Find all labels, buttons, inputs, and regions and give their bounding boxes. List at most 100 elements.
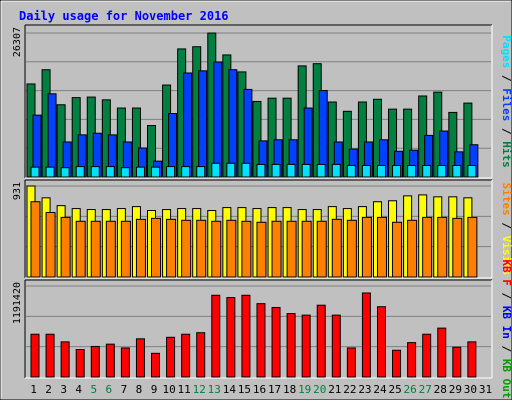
x-tick-label: 1 bbox=[30, 383, 37, 396]
bar-pages bbox=[452, 165, 462, 178]
bar-sites bbox=[452, 217, 463, 278]
bar-kb-f bbox=[211, 294, 221, 378]
bar-files bbox=[47, 93, 57, 178]
bar-kb-f bbox=[241, 294, 251, 378]
x-tick-label: 24 bbox=[373, 383, 387, 396]
x-tick-label: 21 bbox=[328, 383, 341, 396]
bar-pages bbox=[241, 162, 251, 178]
bar-sites bbox=[422, 216, 433, 278]
side-label-part: / bbox=[500, 68, 512, 88]
side-label: Sites / Visits bbox=[500, 183, 512, 276]
bar-sites bbox=[75, 220, 86, 278]
y-max-label: 1191420 bbox=[12, 282, 23, 324]
x-tick-label: 23 bbox=[358, 383, 371, 396]
x-tick-label: 19 bbox=[298, 383, 311, 396]
side-label-part: / bbox=[500, 121, 512, 141]
bar-sites bbox=[181, 219, 192, 278]
bar-pages bbox=[467, 165, 477, 178]
x-tick-label: 7 bbox=[121, 383, 128, 396]
bar-pages bbox=[422, 165, 432, 178]
side-label-part: Visits bbox=[500, 236, 512, 276]
x-tick-label: 14 bbox=[223, 383, 237, 396]
bar-pages bbox=[316, 163, 326, 178]
side-label: Pages / Files / Hits bbox=[500, 35, 512, 168]
bar-files bbox=[198, 70, 208, 178]
x-tick-label: 26 bbox=[404, 383, 417, 396]
side-label-part: Files bbox=[500, 88, 512, 121]
x-tick-label: 17 bbox=[268, 383, 281, 396]
panel-visits-sites: 931 Sites / Visits bbox=[12, 179, 512, 279]
bar-sites bbox=[211, 220, 222, 278]
bar-pages bbox=[392, 165, 402, 178]
y-max-label: 26307 bbox=[12, 27, 23, 57]
bar-kb-f bbox=[422, 333, 432, 378]
bar-files bbox=[213, 61, 223, 178]
bar-pages bbox=[286, 163, 296, 178]
x-tick-label: 6 bbox=[106, 383, 113, 396]
bar-pages bbox=[105, 166, 115, 178]
bar-sites bbox=[241, 220, 252, 278]
x-tick-label: 9 bbox=[151, 383, 158, 396]
x-tick-label: 3 bbox=[60, 383, 67, 396]
bar-sites bbox=[361, 216, 372, 278]
bar-pages bbox=[256, 163, 266, 178]
bar-kb-f bbox=[151, 352, 161, 378]
bar-pages bbox=[301, 163, 311, 178]
bar-sites bbox=[226, 219, 237, 278]
bar-kb-f bbox=[120, 347, 130, 378]
bar-kb-f bbox=[181, 333, 191, 378]
side-label: KB F / KB In / KB Out bbox=[500, 259, 512, 398]
bar-sites bbox=[30, 201, 41, 278]
bar-sites bbox=[90, 220, 101, 278]
bar-pages bbox=[331, 163, 341, 178]
bar-pages bbox=[181, 166, 191, 178]
x-tick-label: 8 bbox=[136, 383, 143, 396]
bar-sites bbox=[467, 216, 478, 278]
bar-pages bbox=[60, 167, 70, 178]
bar-kb-f bbox=[271, 306, 281, 378]
bar-kb-f bbox=[407, 342, 417, 378]
x-tick-label: 12 bbox=[193, 383, 206, 396]
x-tick-label: 31 bbox=[479, 383, 492, 396]
x-tick-label: 18 bbox=[283, 383, 296, 396]
bar-sites bbox=[392, 221, 403, 278]
bar-sites bbox=[105, 220, 116, 278]
bar-pages bbox=[407, 165, 417, 178]
bar-sites bbox=[301, 220, 312, 278]
bar-kb-f bbox=[286, 313, 296, 378]
side-label-part: Pages bbox=[500, 35, 512, 68]
x-tick-label: 30 bbox=[464, 383, 477, 396]
bar-kb-f bbox=[392, 349, 402, 378]
bar-sites bbox=[120, 220, 131, 278]
x-tick-label: 16 bbox=[253, 383, 266, 396]
bar-pages bbox=[45, 166, 55, 178]
bar-sites bbox=[45, 211, 56, 278]
bar-pages bbox=[135, 166, 145, 178]
bar-sites bbox=[346, 219, 357, 278]
side-label-part: KB F bbox=[500, 259, 512, 286]
side-label-part: / bbox=[500, 286, 512, 306]
side-label-part: Sites bbox=[500, 183, 512, 216]
bar-sites bbox=[286, 220, 297, 278]
bar-kb-f bbox=[376, 306, 386, 378]
bar-kb-f bbox=[90, 345, 100, 378]
bar-kb-f bbox=[60, 341, 70, 378]
bar-kb-f bbox=[256, 303, 266, 378]
side-label-part: KB Out bbox=[500, 359, 512, 399]
panel-pages-files-hits: 26307 Pages / Files / Hits bbox=[12, 24, 512, 179]
x-tick-label: 27 bbox=[419, 383, 432, 396]
bar-kb-f bbox=[226, 297, 236, 378]
bar-pages bbox=[166, 166, 176, 178]
x-tick-label: 2 bbox=[45, 383, 52, 396]
bar-sites bbox=[166, 218, 177, 278]
bar-sites bbox=[437, 216, 448, 278]
bar-kb-f bbox=[301, 314, 311, 378]
bar-kb-f bbox=[331, 314, 341, 378]
x-tick-label: 10 bbox=[162, 383, 175, 396]
bar-kb-f bbox=[105, 343, 115, 378]
bar-pages bbox=[346, 165, 356, 178]
bar-pages bbox=[437, 165, 447, 178]
bar-kb-f bbox=[75, 349, 85, 378]
